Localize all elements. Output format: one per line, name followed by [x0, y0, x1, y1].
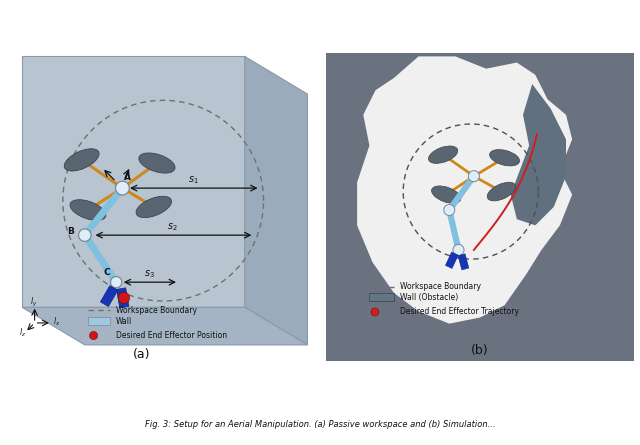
- Polygon shape: [22, 57, 244, 307]
- Bar: [445, 252, 458, 268]
- Ellipse shape: [136, 196, 172, 218]
- Text: (b): (b): [471, 344, 489, 357]
- Text: Desired End Effector Position: Desired End Effector Position: [116, 331, 227, 340]
- Text: $s_2$: $s_2$: [167, 222, 178, 233]
- Ellipse shape: [70, 200, 106, 220]
- Bar: [369, 293, 394, 301]
- Text: A: A: [124, 173, 131, 182]
- Text: $l_z$: $l_z$: [19, 327, 26, 339]
- Text: Workspace Boundary: Workspace Boundary: [400, 282, 481, 291]
- Bar: [100, 286, 118, 307]
- Circle shape: [118, 292, 130, 303]
- Polygon shape: [511, 84, 566, 225]
- Text: Wall: Wall: [116, 316, 132, 326]
- Polygon shape: [326, 53, 634, 360]
- Ellipse shape: [139, 153, 175, 173]
- Text: B: B: [68, 227, 74, 235]
- Circle shape: [111, 276, 122, 288]
- Ellipse shape: [487, 182, 516, 201]
- Bar: [458, 254, 469, 270]
- Bar: [116, 288, 129, 308]
- Text: $s_3$: $s_3$: [143, 268, 154, 280]
- Circle shape: [90, 332, 98, 340]
- Circle shape: [453, 244, 464, 255]
- Ellipse shape: [429, 146, 458, 163]
- Circle shape: [371, 308, 379, 316]
- Ellipse shape: [431, 186, 461, 203]
- Text: $l_y$: $l_y$: [30, 295, 37, 309]
- Ellipse shape: [490, 150, 520, 166]
- Polygon shape: [357, 57, 572, 324]
- Circle shape: [468, 171, 479, 182]
- Text: Desired End Effector Trajectory: Desired End Effector Trajectory: [400, 307, 519, 316]
- Polygon shape: [22, 307, 307, 345]
- Ellipse shape: [64, 149, 99, 171]
- Circle shape: [444, 204, 455, 215]
- Text: (a): (a): [132, 348, 150, 360]
- Text: Fig. 3: Setup for an Aerial Manipulation. (a) Passive workspace and (b) Simulati: Fig. 3: Setup for an Aerial Manipulation…: [145, 420, 495, 429]
- Text: Wall (Obstacle): Wall (Obstacle): [400, 293, 458, 302]
- Circle shape: [116, 181, 129, 195]
- Circle shape: [79, 229, 91, 242]
- Text: C: C: [104, 268, 110, 277]
- Bar: [88, 317, 110, 324]
- Text: $l_x$: $l_x$: [54, 316, 61, 328]
- Text: $s_1$: $s_1$: [188, 174, 198, 186]
- Polygon shape: [244, 57, 307, 345]
- Text: Workspace Boundary: Workspace Boundary: [116, 306, 197, 315]
